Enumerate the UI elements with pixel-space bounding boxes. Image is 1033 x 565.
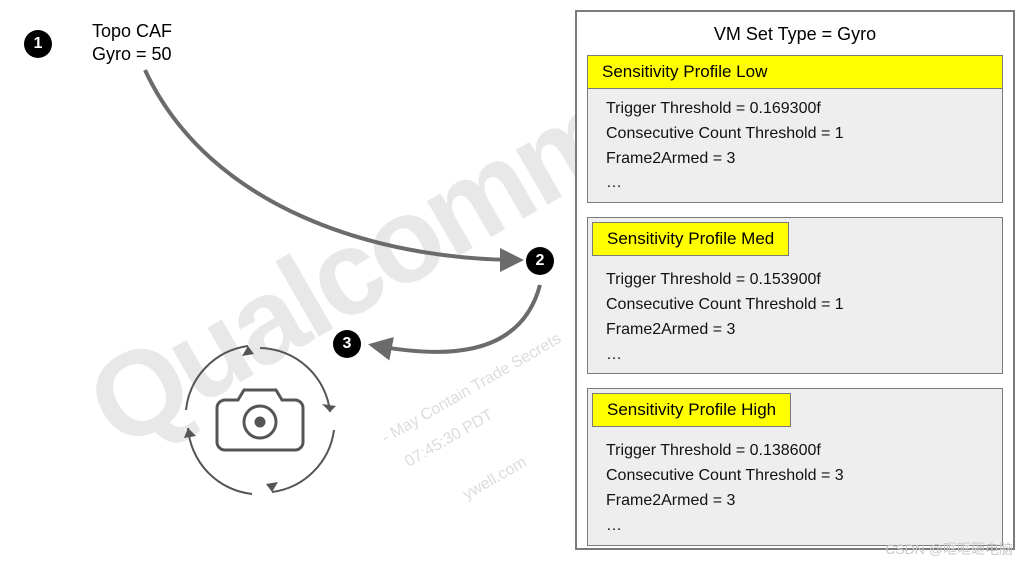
topo-line-2: Gyro = 50 bbox=[92, 43, 172, 66]
panel-title: VM Set Type = Gyro bbox=[587, 24, 1003, 45]
profile-high: Sensitivity Profile High Trigger Thresho… bbox=[587, 388, 1003, 545]
profile-low-body: Trigger Threshold = 0.169300f Consecutiv… bbox=[588, 89, 1002, 202]
profile-med-body: Trigger Threshold = 0.153900f Consecutiv… bbox=[588, 260, 1002, 373]
step-badge-1: 1 bbox=[24, 30, 52, 58]
watermark-line-2: 07:45:30 PDT bbox=[402, 407, 497, 472]
footer-watermark: CSDN @哐哐砸电脑 bbox=[885, 539, 1013, 559]
profile-low-ccount: Consecutive Count Threshold = 1 bbox=[606, 122, 984, 147]
profile-low-header: Sensitivity Profile Low bbox=[588, 56, 1002, 89]
profile-med-ccount: Consecutive Count Threshold = 1 bbox=[606, 293, 984, 318]
profile-low-trigger: Trigger Threshold = 0.169300f bbox=[606, 97, 984, 122]
profile-med-frame: Frame2Armed = 3 bbox=[606, 318, 984, 343]
arrow-2-to-3 bbox=[372, 285, 540, 352]
step-badge-2: 2 bbox=[526, 247, 554, 275]
watermark-big: Qualcomm bbox=[65, 62, 643, 476]
arrow-1-to-2 bbox=[145, 70, 520, 260]
profile-med-dots: … bbox=[606, 343, 984, 368]
profile-med-trigger: Trigger Threshold = 0.153900f bbox=[606, 268, 984, 293]
profile-high-header: Sensitivity Profile High bbox=[592, 393, 791, 427]
topo-line-1: Topo CAF bbox=[92, 20, 172, 43]
profile-low-frame: Frame2Armed = 3 bbox=[606, 147, 984, 172]
profile-low-dots: … bbox=[606, 171, 984, 196]
profile-high-ccount: Consecutive Count Threshold = 3 bbox=[606, 464, 984, 489]
profile-high-body: Trigger Threshold = 0.138600f Consecutiv… bbox=[588, 431, 1002, 544]
watermark-line-3: ywell.com bbox=[460, 454, 530, 505]
profile-low: Sensitivity Profile Low Trigger Threshol… bbox=[587, 55, 1003, 203]
camera-rotation-icon bbox=[170, 330, 350, 510]
step-badge-3: 3 bbox=[333, 330, 361, 358]
vm-set-panel: VM Set Type = Gyro Sensitivity Profile L… bbox=[575, 10, 1015, 550]
profile-high-dots: … bbox=[606, 514, 984, 539]
profile-med-header: Sensitivity Profile Med bbox=[592, 222, 789, 256]
watermark-line-1: - May Contain Trade Secrets bbox=[379, 330, 564, 447]
profile-med: Sensitivity Profile Med Trigger Threshol… bbox=[587, 217, 1003, 374]
profile-high-frame: Frame2Armed = 3 bbox=[606, 489, 984, 514]
profile-high-trigger: Trigger Threshold = 0.138600f bbox=[606, 439, 984, 464]
topo-label: Topo CAF Gyro = 50 bbox=[92, 20, 172, 67]
